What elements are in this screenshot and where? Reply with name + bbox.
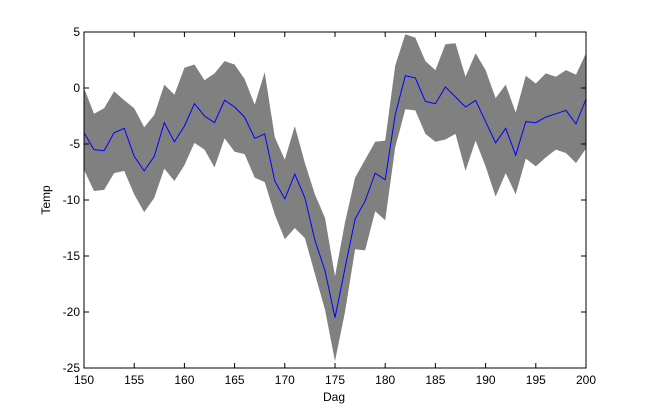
x-tick-label: 185: [425, 373, 445, 387]
x-tick-label: 150: [74, 373, 94, 387]
y-axis-ticks: -25 -20 -15 -10 -5 0 5: [63, 25, 586, 375]
x-tick-label: 195: [526, 373, 546, 387]
x-tick-label: 165: [225, 373, 245, 387]
y-tick-label: -15: [63, 249, 81, 263]
x-tick-label: 200: [576, 373, 596, 387]
y-tick-label: 0: [73, 81, 80, 95]
x-tick-label: 190: [476, 373, 496, 387]
mean-line: [83, 75, 587, 318]
y-tick-label: -20: [63, 305, 81, 319]
y-tick-label: -25: [63, 361, 81, 375]
x-axis-label: Dag: [323, 390, 345, 404]
y-tick-label: -5: [69, 137, 80, 151]
x-tick-label: 155: [124, 373, 144, 387]
x-axis-ticks: 150 155 160 165 170 175 180 185 190 195 200: [74, 32, 596, 387]
y-tick-label: 5: [73, 25, 80, 39]
confidence-band: [84, 34, 586, 362]
y-axis-label: Temp: [39, 185, 53, 215]
x-tick-label: 180: [375, 373, 395, 387]
x-tick-label: 170: [275, 373, 295, 387]
x-tick-label: 160: [174, 373, 194, 387]
y-tick-label: -10: [63, 193, 81, 207]
x-tick-label: 175: [325, 373, 345, 387]
